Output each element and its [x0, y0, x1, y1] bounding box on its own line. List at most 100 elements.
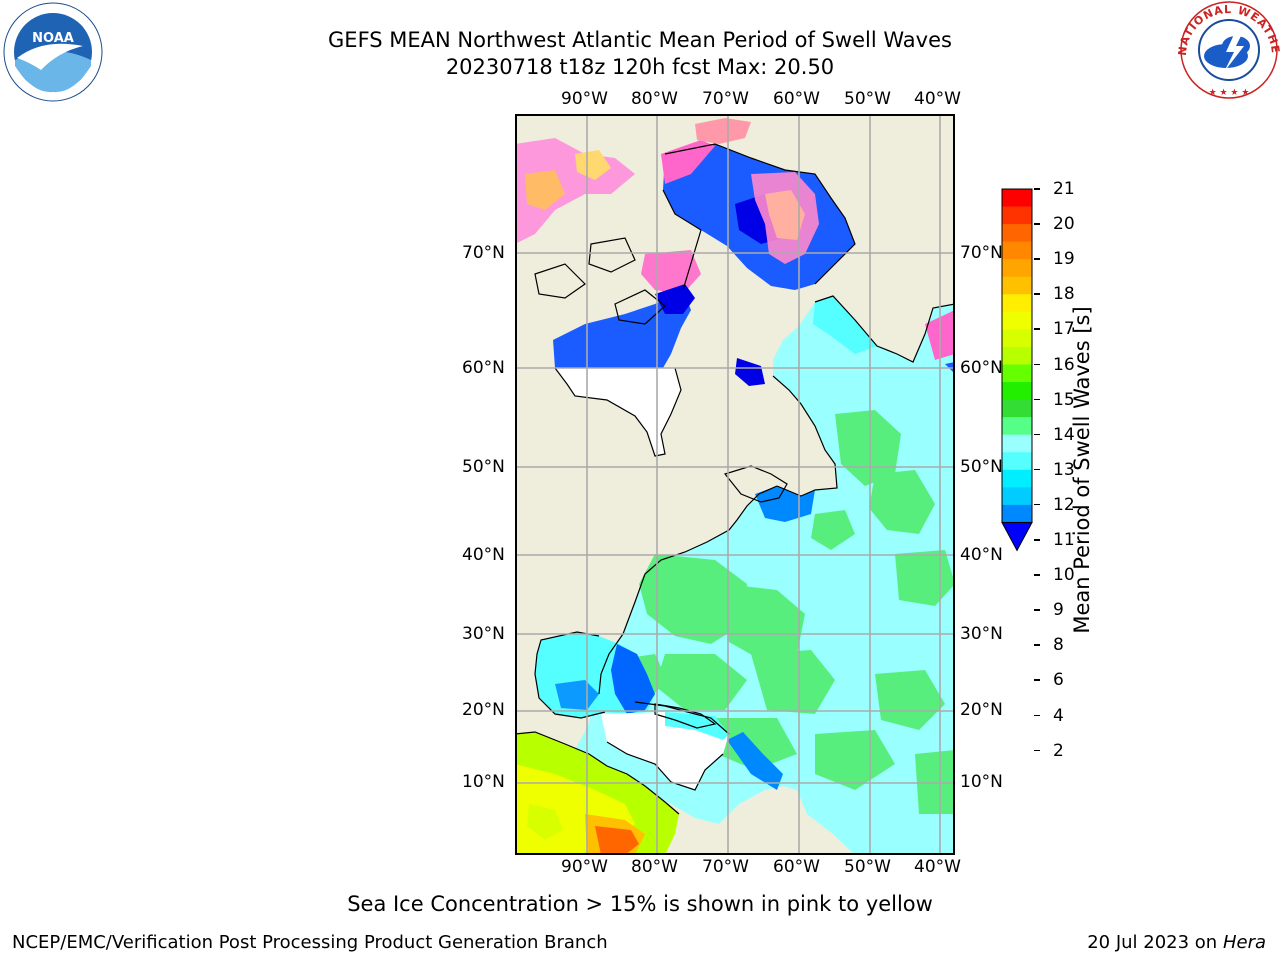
- lat-label-left: 40°N: [462, 545, 505, 565]
- colorbar-swatch: [1002, 469, 1032, 488]
- lon-label-top: 50°W: [844, 89, 891, 109]
- colorbar-tick-mark: [1034, 398, 1040, 401]
- colorbar-frame: [1001, 188, 1033, 523]
- footer-date: 20 Jul 2023 on Hera: [1087, 932, 1266, 954]
- lon-label-bottom: 70°W: [702, 857, 749, 877]
- colorbar-tick-mark: [1034, 714, 1040, 716]
- colorbar-tick-label: 4: [1053, 705, 1064, 726]
- colorbar-swatch: [1002, 364, 1032, 383]
- colorbar-swatch: [1002, 504, 1032, 523]
- colorbar-tick-mark: [1034, 749, 1040, 752]
- colorbar-tick-mark: [1034, 468, 1040, 471]
- colorbar-swatch: [1002, 346, 1032, 365]
- colorbar-swatch: [1002, 224, 1032, 243]
- swell-cyan-coastal: [813, 296, 877, 354]
- colorbar-tick-mark: [1034, 328, 1040, 330]
- colorbar-tick-label: 17: [1053, 319, 1075, 340]
- colorbar: [1001, 188, 1033, 552]
- colorbar-tick-label: 14: [1053, 424, 1075, 445]
- colorbar-tick-label: 2: [1053, 740, 1064, 761]
- colorbar-tick-mark: [1034, 293, 1040, 295]
- colorbar-tick-label: 18: [1053, 284, 1075, 305]
- swell-blue-coastal: [755, 486, 815, 522]
- colorbar-tick-mark: [1034, 363, 1040, 365]
- colorbar-tick-label: 20: [1053, 214, 1075, 235]
- colorbar-tick-label: 13: [1053, 459, 1075, 480]
- lon-label-top: 80°W: [631, 89, 678, 109]
- lon-label-top: 90°W: [561, 89, 608, 109]
- colorbar-tick-mark: [1034, 503, 1040, 506]
- colorbar-tick-mark: [1034, 258, 1040, 260]
- lon-label-top: 40°W: [914, 89, 961, 109]
- svg-text:★ ★ ★ ★: ★ ★ ★ ★: [1209, 88, 1250, 98]
- colorbar-swatch: [1002, 487, 1032, 506]
- colorbar-tick-mark: [1034, 609, 1040, 611]
- lon-label-bottom: 40°W: [914, 857, 961, 877]
- lat-label-left: 60°N: [462, 358, 505, 378]
- lon-label-bottom: 90°W: [561, 857, 608, 877]
- colorbar-label: Mean Period of Swell Waves [s]: [1070, 306, 1094, 634]
- colorbar-swatch: [1002, 434, 1032, 453]
- colorbar-tick-mark: [1034, 223, 1040, 225]
- colorbar-tick-mark: [1034, 679, 1040, 681]
- chart-title: GEFS MEAN Northwest Atlantic Mean Period…: [328, 28, 952, 52]
- lon-label-top: 60°W: [773, 89, 820, 109]
- lat-label-right: 60°N: [960, 358, 1003, 378]
- colorbar-tick-label: 12: [1053, 494, 1075, 515]
- colorbar-tick-label: 11: [1053, 530, 1075, 550]
- lat-label-right: 40°N: [960, 545, 1003, 565]
- caribbean-nodata: [601, 712, 729, 790]
- graticule: [515, 114, 955, 855]
- lon-label-bottom: 80°W: [631, 857, 678, 877]
- colorbar-swatch: [1002, 452, 1032, 471]
- colorbar-extend-triangle: [1001, 521, 1033, 552]
- colorbar-tick-mark: [1034, 433, 1040, 436]
- colorbar-tick-label: 16: [1053, 354, 1075, 375]
- lat-label-right: 30°N: [960, 624, 1003, 644]
- colorbar-swatch: [1002, 189, 1032, 208]
- lat-label-right: 70°N: [960, 243, 1003, 263]
- lat-label-right: 20°N: [960, 700, 1003, 720]
- coastlines: [515, 143, 955, 815]
- lon-label-top: 70°W: [702, 89, 749, 109]
- lat-label-right: 10°N: [960, 772, 1003, 792]
- lat-label-left: 20°N: [462, 700, 505, 720]
- sea-ice-caption: Sea Ice Concentration > 15% is shown in …: [347, 892, 933, 916]
- lat-label-left: 10°N: [462, 772, 505, 792]
- colorbar-swatch: [1002, 329, 1032, 348]
- map-frame: [515, 114, 955, 855]
- lat-label-right: 50°N: [960, 457, 1003, 477]
- colorbar-tick-label: 8: [1053, 635, 1064, 656]
- chart-subtitle: 20230718 t18z 120h fcst Max: 20.50: [445, 55, 835, 79]
- footer-date-text: 20 Jul 2023 on: [1087, 932, 1223, 953]
- colorbar-tick-label: 9: [1053, 600, 1064, 621]
- lon-label-bottom: 50°W: [844, 857, 891, 877]
- colorbar-swatch: [1002, 259, 1032, 278]
- nws-logo: NATIONAL WEATHER SERVICE ★ ★ ★ ★: [1173, 0, 1280, 100]
- colorbar-swatch: [1002, 206, 1032, 225]
- colorbar-tick-mark: [1034, 574, 1040, 576]
- colorbar-swatch: [1002, 294, 1032, 313]
- colorbar-tick-label: 10: [1053, 565, 1075, 586]
- lat-label-left: 70°N: [462, 243, 505, 263]
- colorbar-tick-label: 6: [1053, 670, 1064, 691]
- colorbar-tick-label: 19: [1053, 249, 1075, 270]
- colorbar-swatch: [1002, 241, 1032, 260]
- colorbar-swatch: [1002, 382, 1032, 401]
- colorbar-tick-mark: [1034, 188, 1040, 190]
- lon-label-bottom: 60°W: [773, 857, 820, 877]
- colorbar-swatch: [1002, 311, 1032, 330]
- footer-host: Hera: [1222, 932, 1266, 953]
- noaa-logo: NOAA: [3, 2, 103, 102]
- colorbar-swatch: [1002, 276, 1032, 295]
- lat-label-left: 50°N: [462, 457, 505, 477]
- colorbar-swatch: [1002, 399, 1032, 418]
- colorbar-tick-mark: [1034, 644, 1040, 646]
- colorbar-tick-label: 21: [1053, 179, 1075, 199]
- colorbar-swatch: [1002, 417, 1032, 436]
- colorbar-tick-label: 15: [1053, 389, 1075, 410]
- footer-credit: NCEP/EMC/Verification Post Processing Pr…: [12, 932, 608, 953]
- noaa-logo-text: NOAA: [32, 31, 74, 46]
- colorbar-tick-mark: [1034, 539, 1040, 541]
- swell-period-map: [515, 114, 955, 855]
